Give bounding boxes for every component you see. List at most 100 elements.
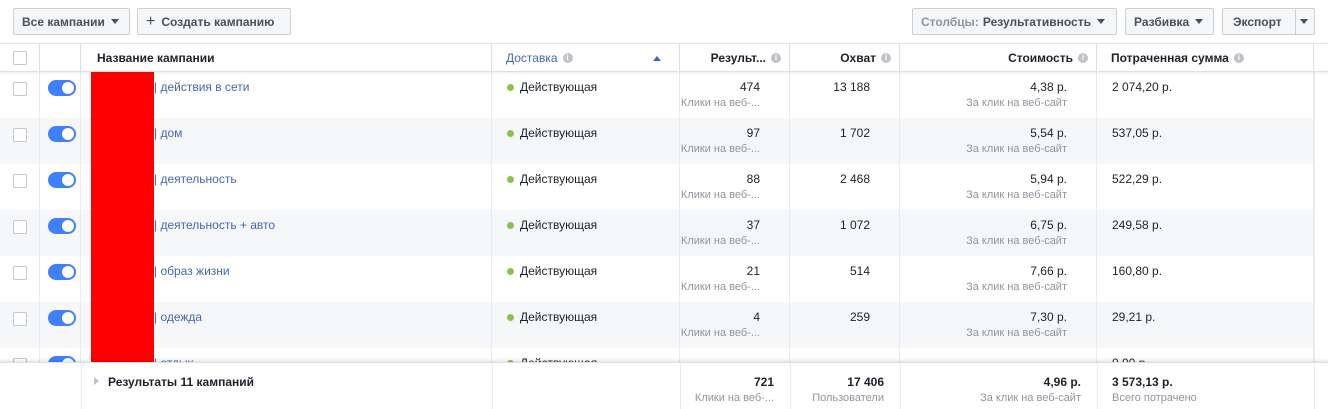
- campaign-name-link[interactable]: | образ жизни: [154, 264, 230, 278]
- table-row[interactable]: | деятельность Действующая 88 Клики на веб-…: [0, 164, 1314, 210]
- row-reach-cell: [790, 256, 900, 302]
- vertical-scrollbar[interactable]: [1314, 72, 1328, 362]
- cost-value: 5,94 р.: [1030, 172, 1067, 186]
- chevron-down-icon: [110, 19, 119, 24]
- campaigns-table: Название кампании Доставка i Результ... …: [0, 43, 1328, 409]
- status-active-dot-icon: [507, 222, 514, 229]
- toolbar: Все кампании + Создать кампанию Столбцы:…: [0, 0, 1328, 44]
- create-campaign-label: Создать кампанию: [161, 14, 275, 29]
- row-reach-cell: [790, 348, 900, 362]
- results-value: 474: [739, 80, 760, 94]
- row-delivery-cell: [492, 164, 680, 210]
- columns-dropdown[interactable]: Столбцы: Результативность: [912, 8, 1117, 35]
- row-results-cell: [680, 164, 790, 210]
- row-delivery-cell: [492, 302, 680, 348]
- redaction-block: [91, 348, 154, 362]
- table-body: | действия в сети Действующая 474 Клики на …: [0, 72, 1328, 362]
- campaign-name-link[interactable]: | деятельность: [154, 172, 237, 186]
- status-active-dot-icon: [507, 314, 514, 321]
- sort-ascending-icon: [653, 56, 661, 61]
- column-header-results[interactable]: Результ... i: [680, 44, 790, 72]
- select-all-checkbox[interactable]: [13, 51, 27, 65]
- row-select-cell: [0, 72, 40, 118]
- table-row[interactable]: | отдых Действующая 0,00 р.: [0, 348, 1314, 362]
- row-select-cell: [0, 348, 40, 362]
- status-active-dot-icon: [507, 176, 514, 183]
- campaign-toggle[interactable]: [48, 310, 76, 326]
- table-row[interactable]: | действия в сети Действующая 474 Клики на …: [0, 72, 1314, 118]
- row-select-cell: [0, 118, 40, 164]
- divider: [790, 363, 791, 409]
- column-header-delivery[interactable]: Доставка i: [492, 44, 680, 72]
- row-name-cell: [81, 164, 492, 210]
- column-label-reach: Охват: [840, 51, 876, 65]
- row-results-cell: [680, 348, 790, 362]
- row-checkbox[interactable]: [13, 174, 27, 188]
- divider: [81, 363, 82, 409]
- row-results-cell: [680, 256, 790, 302]
- results-sub: Клики на веб-...: [680, 327, 760, 339]
- status-active-dot-icon: [507, 268, 514, 275]
- spent-value: 537,05 р.: [1112, 126, 1163, 140]
- row-checkbox[interactable]: [13, 266, 27, 280]
- info-icon[interactable]: i: [771, 53, 781, 63]
- row-checkbox[interactable]: [13, 82, 27, 96]
- campaign-toggle[interactable]: [48, 356, 76, 362]
- campaign-name-link[interactable]: | дом: [154, 126, 183, 140]
- campaign-toggle[interactable]: [48, 264, 76, 280]
- row-results-cell: [680, 210, 790, 256]
- export-options-chevron-icon[interactable]: [1300, 19, 1308, 24]
- divider: [492, 363, 493, 409]
- row-spent-cell: [1097, 210, 1314, 256]
- export-button[interactable]: Экспорт: [1233, 15, 1282, 29]
- cost-value: 6,75 р.: [1030, 218, 1067, 232]
- campaign-toggle[interactable]: [48, 126, 76, 142]
- create-campaign-button[interactable]: + Создать кампанию: [137, 8, 291, 35]
- row-name-cell: [81, 210, 492, 256]
- campaign-name-link[interactable]: | отдых: [154, 356, 194, 362]
- row-checkbox[interactable]: [13, 312, 27, 326]
- info-icon[interactable]: i: [1233, 53, 1244, 63]
- column-header-name[interactable]: Название кампании: [81, 44, 492, 72]
- campaign-name-link[interactable]: | деятельность + авто: [154, 218, 276, 232]
- row-spent-cell: [1097, 256, 1314, 302]
- campaign-toggle[interactable]: [48, 218, 76, 234]
- campaign-toggle[interactable]: [48, 80, 76, 96]
- expand-triangle-icon[interactable]: [94, 377, 99, 385]
- row-cost-cell: [900, 302, 1097, 348]
- campaign-toggle[interactable]: [48, 172, 76, 188]
- all-campaigns-dropdown[interactable]: Все кампании: [13, 8, 130, 35]
- reach-value: 259: [849, 310, 870, 324]
- breakdown-dropdown[interactable]: Разбивка: [1125, 8, 1214, 35]
- campaign-name-link[interactable]: | одежда: [154, 310, 203, 324]
- divider: [1314, 363, 1315, 409]
- row-checkbox[interactable]: [13, 128, 27, 142]
- results-sub: Клики на веб-...: [680, 281, 760, 293]
- summary-cost: 4,96 р.: [1043, 375, 1081, 389]
- info-icon[interactable]: i: [562, 53, 573, 63]
- results-value: 97: [746, 126, 760, 140]
- table-row[interactable]: | дом Действующая 97 Клики на веб-... 1 702 5…: [0, 118, 1314, 164]
- delivery-status: Действующая: [520, 356, 597, 362]
- table-row[interactable]: | одежда Действующая 4 Клики на веб-... 259 7…: [0, 302, 1314, 348]
- row-toggle-cell: [40, 348, 81, 362]
- divider: [900, 363, 901, 409]
- row-checkbox[interactable]: [13, 358, 27, 362]
- column-label-name: Название кампании: [97, 51, 215, 65]
- table-row[interactable]: | деятельность + авто Действующая 37 Клики …: [0, 210, 1314, 256]
- spent-value: 160,80 р.: [1112, 264, 1163, 278]
- row-delivery-cell: [492, 256, 680, 302]
- reach-value: 514: [849, 264, 870, 278]
- summary-results: 721: [753, 375, 774, 389]
- row-reach-cell: [790, 210, 900, 256]
- table-row[interactable]: | образ жизни Действующая 21 Клики на веб-.…: [0, 256, 1314, 302]
- reach-value: 1 702: [839, 126, 870, 140]
- info-icon[interactable]: i: [881, 53, 891, 63]
- campaign-name-link[interactable]: | действия в сети: [154, 80, 250, 94]
- column-header-spent[interactable]: Потраченная сумма i: [1097, 44, 1314, 72]
- row-select-cell: [0, 256, 40, 302]
- column-header-cost[interactable]: Стоимость i: [900, 44, 1097, 72]
- info-icon[interactable]: i: [1078, 53, 1088, 63]
- row-checkbox[interactable]: [13, 220, 27, 234]
- column-header-reach[interactable]: Охват i: [790, 44, 900, 72]
